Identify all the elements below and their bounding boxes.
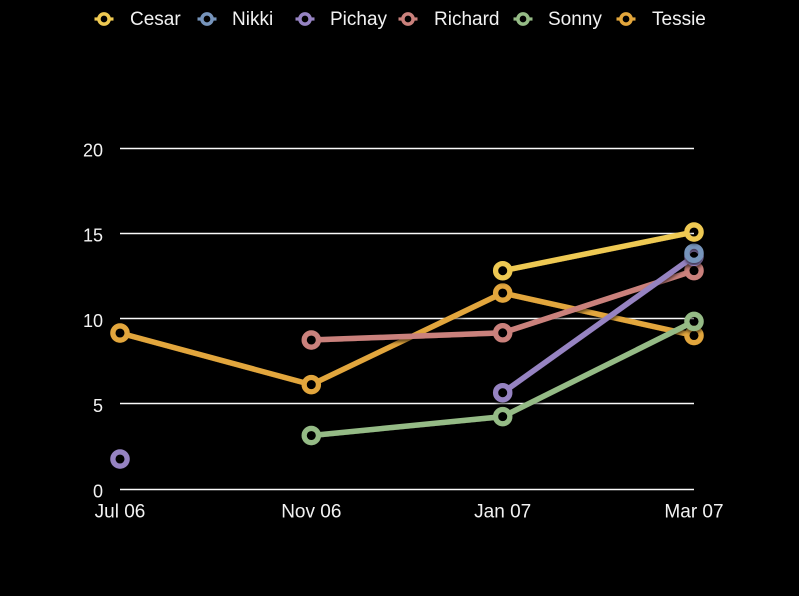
- svg-text:Jul 06: Jul 06: [95, 502, 146, 523]
- svg-text:15: 15: [83, 226, 103, 246]
- svg-text:Nikki: Nikki: [232, 9, 273, 30]
- svg-text:10: 10: [83, 311, 103, 331]
- svg-text:Nov 06: Nov 06: [281, 502, 341, 523]
- svg-text:0: 0: [93, 481, 103, 501]
- svg-text:Cesar: Cesar: [130, 9, 181, 30]
- svg-text:5: 5: [93, 396, 103, 416]
- svg-text:20: 20: [83, 141, 103, 161]
- svg-text:Jan 07: Jan 07: [474, 502, 531, 523]
- svg-text:Pichay: Pichay: [330, 9, 388, 30]
- svg-text:Richard: Richard: [434, 9, 499, 30]
- svg-text:Sonny: Sonny: [548, 9, 602, 30]
- svg-text:Mar 07: Mar 07: [664, 502, 723, 523]
- svg-text:Tessie: Tessie: [652, 9, 706, 30]
